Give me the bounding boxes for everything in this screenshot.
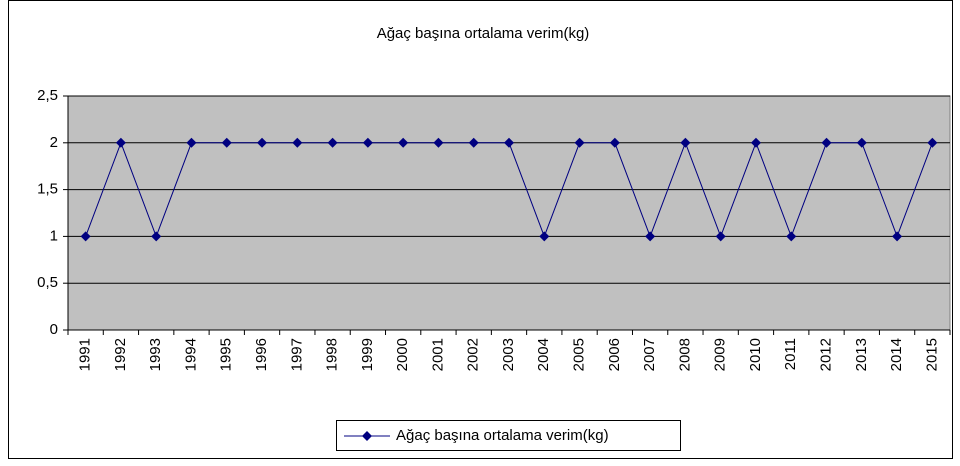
data-point [786, 231, 797, 242]
legend-box [336, 420, 681, 451]
y-tick-label: 1,5 [37, 181, 58, 198]
x-tick-label: 2008 [676, 338, 693, 371]
legend-marker [362, 431, 372, 441]
data-point [433, 137, 444, 148]
legend: Ağaç başına ortalama verim(kg) [336, 420, 681, 451]
data-point [257, 137, 268, 148]
data-point [645, 231, 656, 242]
x-tick-label: 2002 [465, 338, 482, 371]
data-point [609, 137, 620, 148]
x-tick-label: 2005 [571, 338, 588, 371]
x-tick-label: 2012 [817, 338, 834, 371]
x-tick-label: 1992 [112, 338, 129, 371]
y-tick-label: 1 [50, 227, 58, 244]
x-tick-label: 1991 [77, 338, 94, 371]
data-point [292, 137, 303, 148]
data-point [327, 137, 338, 148]
data-point [927, 137, 938, 148]
data-point [468, 137, 479, 148]
data-point [856, 137, 867, 148]
x-tick-label: 2010 [747, 338, 764, 371]
x-tick-label: 2013 [853, 338, 870, 371]
x-tick-label: 1998 [324, 338, 341, 371]
y-tick-label: 2,5 [37, 87, 58, 104]
data-point [680, 137, 691, 148]
chart-title: Ağaç başına ortalama verim(kg) [377, 25, 590, 42]
y-tick-label: 0 [50, 321, 58, 338]
data-point [362, 137, 373, 148]
x-tick-label: 1997 [288, 338, 305, 371]
data-point [398, 137, 409, 148]
x-tick-label: 1994 [182, 338, 199, 371]
data-point [574, 137, 585, 148]
data-point [221, 137, 232, 148]
x-tick-label: 2004 [535, 338, 552, 371]
y-tick-label: 2 [50, 134, 58, 151]
x-tick-label: 2006 [606, 338, 623, 371]
plot-area [67, 95, 951, 331]
x-tick-label: 2000 [394, 338, 411, 371]
x-tick-label: 1995 [218, 338, 235, 371]
y-tick-label: 0,5 [37, 274, 58, 291]
x-tick-label: 2001 [429, 338, 446, 371]
data-point [821, 137, 832, 148]
x-tick-label: 1999 [359, 338, 376, 371]
data-point [151, 231, 162, 242]
x-tick-label: 2007 [641, 338, 658, 371]
data-point [715, 231, 726, 242]
x-tick-label: 2009 [712, 338, 729, 371]
data-point [186, 137, 197, 148]
data-point [892, 231, 903, 242]
data-point [750, 137, 761, 148]
legend-label: Ağaç başına ortalama verim(kg) [396, 427, 609, 444]
x-tick-label: 2014 [888, 338, 905, 371]
data-point [504, 137, 514, 148]
x-tick-label: 1996 [253, 338, 270, 371]
data-point [115, 137, 126, 148]
data-point [80, 231, 91, 242]
x-tick-label: 2003 [500, 338, 517, 371]
x-tick-label: 1993 [147, 338, 164, 371]
x-tick-label: 2015 [923, 338, 940, 371]
x-tick-label: 2011 [782, 338, 799, 370]
data-point [539, 231, 550, 242]
